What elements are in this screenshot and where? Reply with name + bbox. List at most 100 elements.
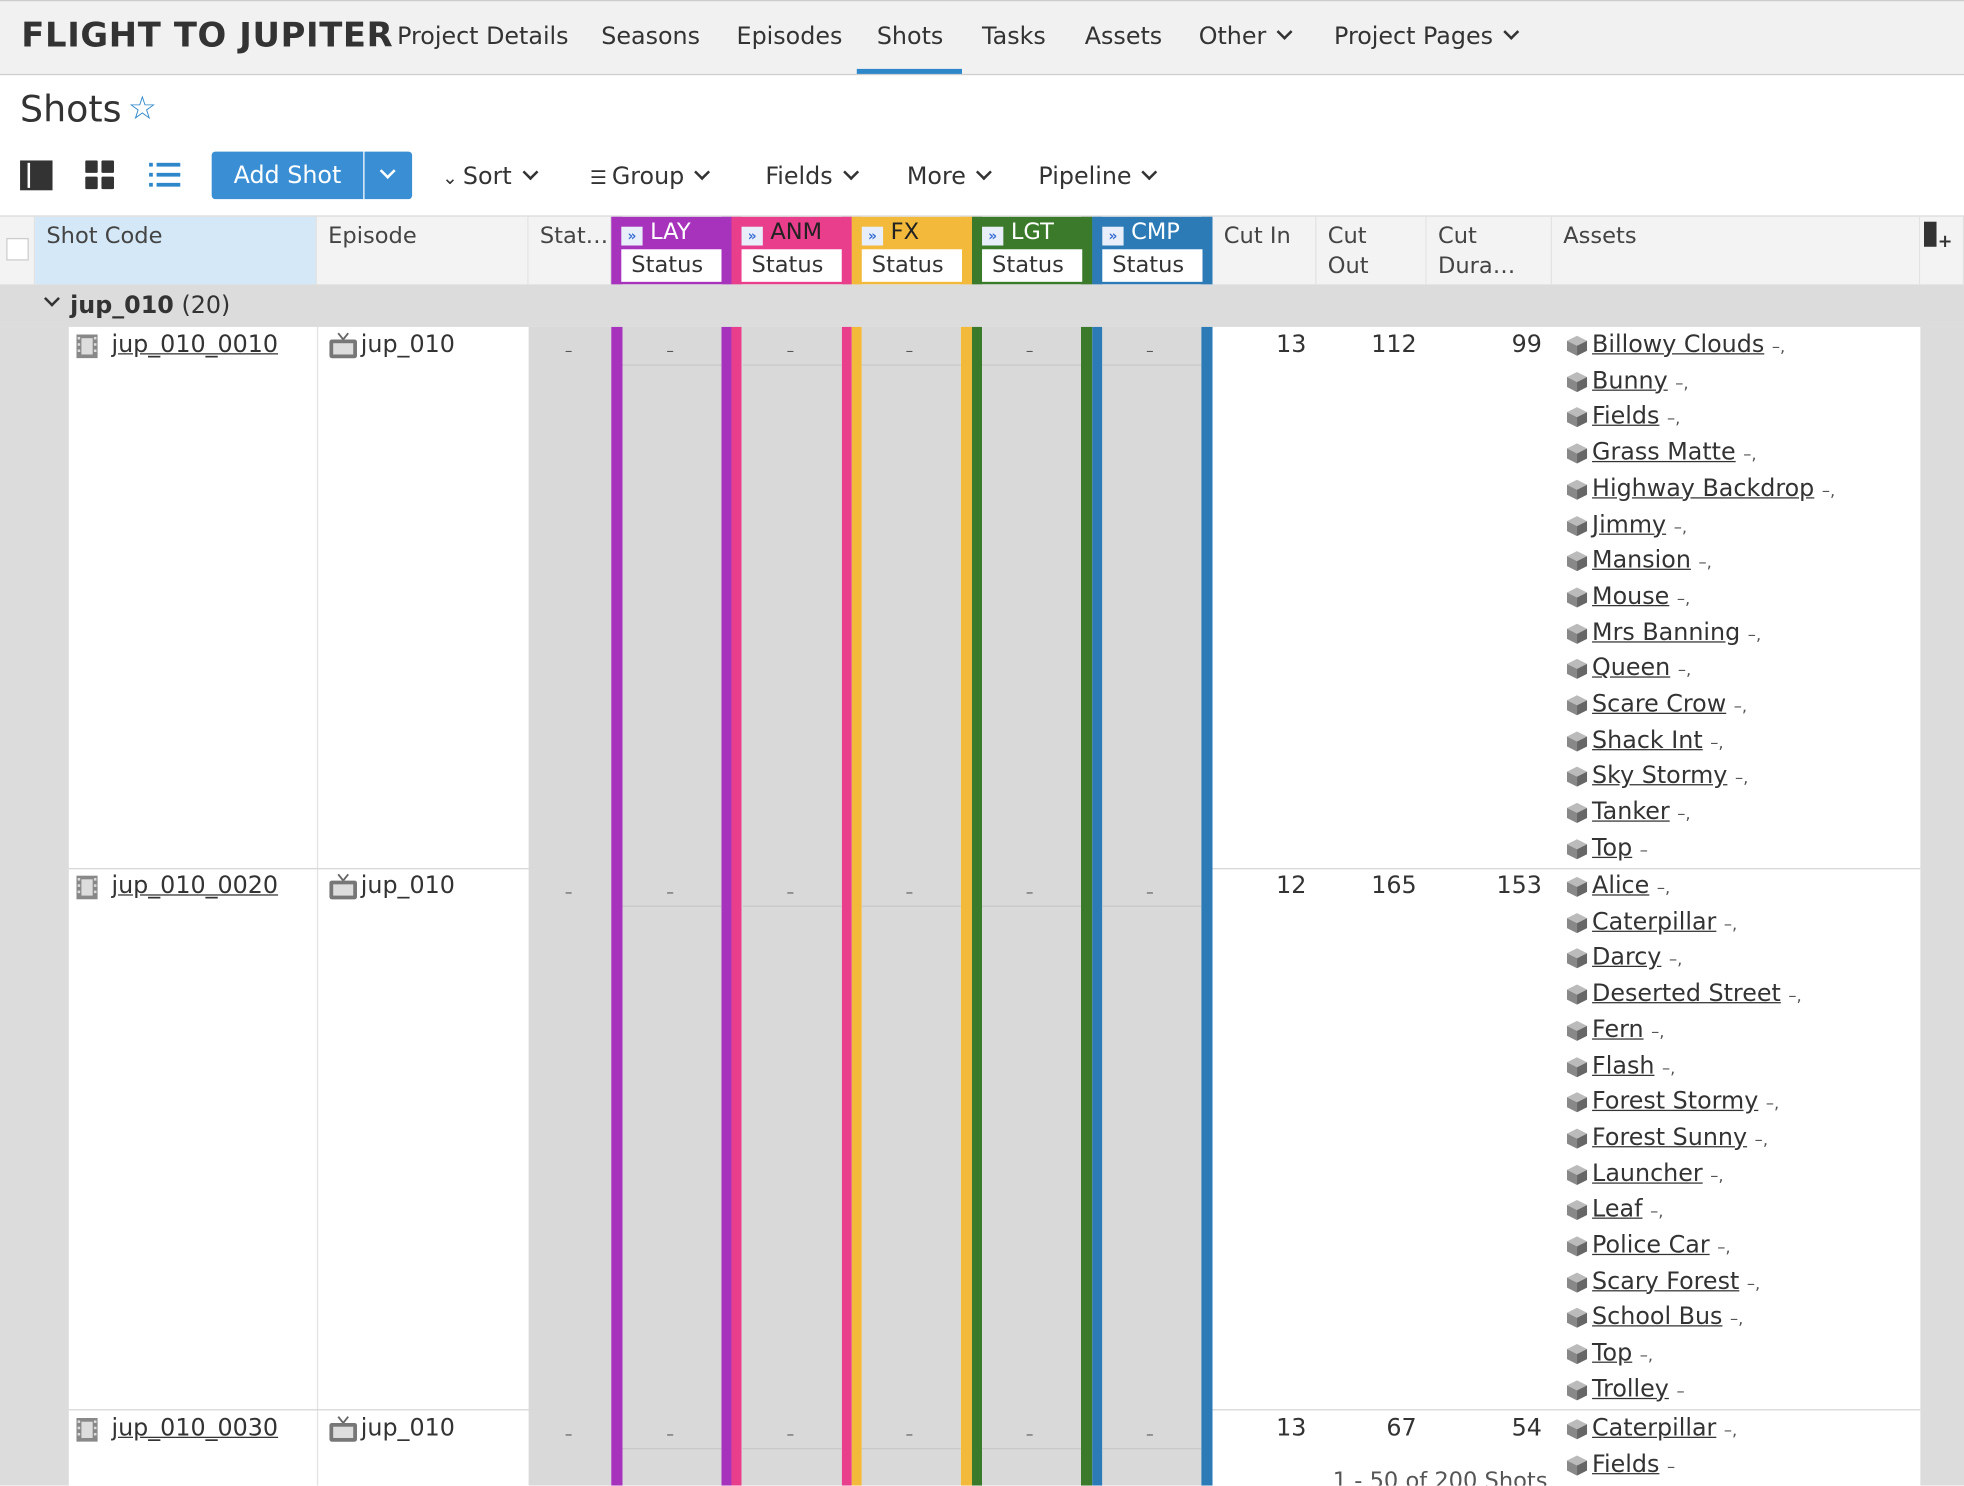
asset-link[interactable]: Queen (1592, 654, 1671, 682)
status-empty[interactable]: – (564, 1425, 573, 1443)
group-button[interactable]: ☰ Group (590, 163, 711, 190)
cut-in-value[interactable]: 13 (1276, 330, 1307, 359)
asset-link[interactable]: Leaf (1592, 1195, 1643, 1223)
fx-status-header[interactable]: Status (861, 249, 962, 282)
cmp-status-empty[interactable]: – (1146, 341, 1154, 360)
asset-link[interactable]: Flash (1592, 1051, 1655, 1080)
header-fx[interactable]: » FX Status (851, 216, 973, 285)
header-shot-code[interactable]: Shot Code (35, 216, 317, 285)
status-empty[interactable]: – (564, 883, 573, 901)
asset-link[interactable]: School Bus (1592, 1303, 1723, 1331)
shot-code-link[interactable]: jup_010_0020 (111, 871, 279, 900)
shot-code-link[interactable]: jup_010_0030 (111, 1414, 279, 1442)
asset-link[interactable]: Sky Stormy (1592, 762, 1728, 790)
lgt-status-empty[interactable]: – (1025, 883, 1034, 901)
asset-link[interactable]: Grass Matte (1592, 438, 1736, 467)
asset-link[interactable]: Forest Sunny (1592, 1123, 1748, 1152)
fields-button[interactable]: Fields (765, 163, 859, 190)
anm-status-header[interactable]: Status (741, 249, 842, 282)
add-column-icon[interactable] (1923, 221, 1937, 247)
header-episode[interactable]: Episode (316, 216, 529, 285)
cut-out-value[interactable]: 67 (1386, 1414, 1417, 1442)
shot-code-link[interactable]: jup_010_0010 (111, 330, 279, 359)
group-header-row[interactable]: jup_010 (20) (0, 284, 1964, 327)
header-lay[interactable]: » LAY Status (611, 216, 732, 285)
asset-link[interactable]: Bunny (1592, 366, 1668, 395)
asset-link[interactable]: Scary Forest (1592, 1267, 1740, 1295)
fx-status-empty[interactable]: – (905, 1425, 914, 1443)
asset-link[interactable]: Fields (1592, 1450, 1660, 1478)
header-cut-duration[interactable]: Cut Dura… (1426, 216, 1552, 285)
cmp-status-empty[interactable]: – (1146, 1425, 1154, 1443)
cut-in-value[interactable]: 13 (1276, 1414, 1307, 1442)
fx-status-empty[interactable]: – (905, 883, 914, 901)
header-assets[interactable]: Assets (1551, 216, 1921, 285)
cut-in-value[interactable]: 12 (1276, 871, 1307, 900)
asset-link[interactable]: Forest Stormy (1592, 1087, 1759, 1116)
more-button[interactable]: More (907, 163, 993, 190)
asset-link[interactable]: Jimmy (1592, 510, 1667, 538)
nav-project-details[interactable]: Project Details (397, 22, 569, 51)
header-cut-out[interactable]: Cut Out (1316, 216, 1427, 285)
asset-link[interactable]: Launcher (1592, 1159, 1703, 1187)
anm-status-empty[interactable]: – (786, 1425, 795, 1443)
asset-link[interactable]: Tanker (1592, 798, 1670, 826)
header-anm[interactable]: » ANM Status (731, 216, 852, 285)
list-view-icon[interactable] (149, 160, 181, 190)
nav-seasons[interactable]: Seasons (601, 22, 701, 51)
asset-link[interactable]: Fern (1592, 1015, 1644, 1044)
favorite-star-icon[interactable]: ☆ (127, 90, 157, 128)
project-title[interactable]: FLIGHT TO JUPITER (21, 16, 394, 56)
asset-link[interactable]: Caterpillar (1592, 907, 1717, 936)
asset-link[interactable]: Deserted Street (1592, 979, 1781, 1008)
lay-status-empty[interactable]: – (666, 883, 674, 901)
header-cmp[interactable]: » CMP Status (1092, 216, 1213, 285)
status-empty[interactable]: – (564, 341, 573, 360)
episode-value[interactable]: jup_010 (360, 1414, 455, 1442)
lay-status-header[interactable]: Status (621, 249, 722, 282)
cut-duration-value[interactable]: 153 (1496, 871, 1542, 900)
detail-view-icon[interactable] (20, 160, 53, 191)
asset-link[interactable]: Alice (1592, 871, 1650, 900)
lay-status-empty[interactable]: – (666, 341, 674, 360)
asset-link[interactable]: Mrs Banning (1592, 618, 1741, 646)
pipeline-button[interactable]: Pipeline (1038, 163, 1158, 190)
asset-link[interactable]: Top (1592, 833, 1633, 862)
asset-link[interactable]: Scare Crow (1592, 690, 1727, 718)
cmp-status-header[interactable]: Status (1102, 249, 1203, 282)
nav-tasks[interactable]: Tasks (982, 22, 1046, 51)
thumbnail-view-icon[interactable] (85, 160, 115, 190)
asset-link[interactable]: Shack Int (1592, 726, 1703, 754)
nav-other[interactable]: Other (1199, 23, 1293, 50)
header-status[interactable]: Stat… (528, 216, 612, 285)
nav-assets[interactable]: Assets (1084, 22, 1163, 51)
add-shot-dropdown-button[interactable] (364, 151, 413, 200)
header-cut-in[interactable]: Cut In (1212, 216, 1317, 285)
anm-status-empty[interactable]: – (786, 341, 795, 360)
add-shot-button[interactable]: Add Shot (211, 151, 364, 200)
nav-episodes[interactable]: Episodes (736, 22, 843, 51)
asset-link[interactable]: Mouse (1592, 582, 1670, 610)
asset-link[interactable]: Fields (1592, 402, 1660, 431)
asset-link[interactable]: Billowy Clouds (1592, 330, 1765, 359)
episode-value[interactable]: jup_010 (360, 871, 455, 900)
asset-link[interactable]: Highway Backdrop (1592, 474, 1815, 503)
sort-button[interactable]: ⌄ Sort (442, 163, 538, 190)
asset-link[interactable]: Police Car (1592, 1231, 1710, 1259)
header-lgt[interactable]: » LGT Status (972, 216, 1093, 285)
cut-out-value[interactable]: 112 (1371, 330, 1417, 359)
cut-duration-value[interactable]: 99 (1511, 330, 1542, 359)
lgt-status-header[interactable]: Status (982, 249, 1083, 282)
cmp-status-empty[interactable]: – (1146, 883, 1154, 901)
anm-status-empty[interactable]: – (786, 883, 795, 901)
nav-shots[interactable]: Shots (876, 22, 944, 51)
nav-project-pages[interactable]: Project Pages (1334, 23, 1520, 50)
lgt-status-empty[interactable]: – (1025, 341, 1034, 360)
fx-status-empty[interactable]: – (905, 341, 914, 360)
asset-link[interactable]: Caterpillar (1592, 1414, 1717, 1442)
asset-link[interactable]: Mansion (1592, 546, 1691, 574)
collapse-chevron-icon[interactable] (44, 290, 60, 307)
episode-value[interactable]: jup_010 (360, 330, 455, 359)
asset-link[interactable]: Top (1592, 1339, 1633, 1367)
lay-status-empty[interactable]: – (666, 1425, 674, 1443)
